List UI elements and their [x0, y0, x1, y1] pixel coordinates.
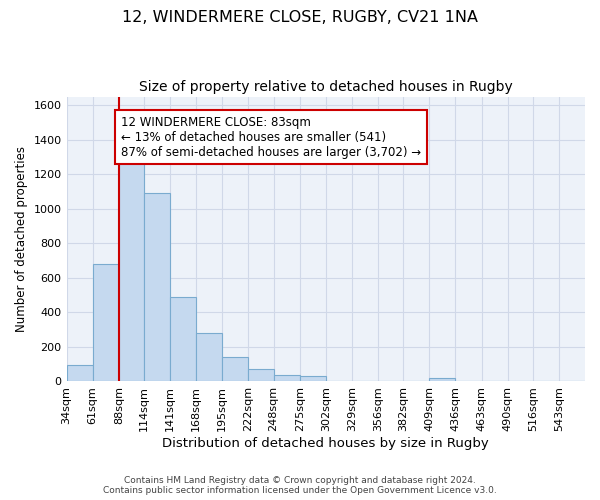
- Y-axis label: Number of detached properties: Number of detached properties: [15, 146, 28, 332]
- Bar: [429, 378, 455, 382]
- Text: 12, WINDERMERE CLOSE, RUGBY, CV21 1NA: 12, WINDERMERE CLOSE, RUGBY, CV21 1NA: [122, 10, 478, 25]
- Title: Size of property relative to detached houses in Rugby: Size of property relative to detached ho…: [139, 80, 512, 94]
- Bar: [67, 365, 92, 382]
- Text: Contains HM Land Registry data © Crown copyright and database right 2024.
Contai: Contains HM Land Registry data © Crown c…: [103, 476, 497, 495]
- Bar: [92, 264, 119, 382]
- Bar: [144, 193, 170, 382]
- Bar: [196, 333, 222, 382]
- Bar: [119, 152, 144, 382]
- Bar: [248, 370, 274, 382]
- Bar: [274, 376, 299, 382]
- Bar: [326, 380, 352, 382]
- Bar: [222, 358, 248, 382]
- X-axis label: Distribution of detached houses by size in Rugby: Distribution of detached houses by size …: [163, 437, 489, 450]
- Text: 12 WINDERMERE CLOSE: 83sqm
← 13% of detached houses are smaller (541)
87% of sem: 12 WINDERMERE CLOSE: 83sqm ← 13% of deta…: [121, 116, 421, 158]
- Bar: [299, 376, 326, 382]
- Bar: [170, 297, 196, 382]
